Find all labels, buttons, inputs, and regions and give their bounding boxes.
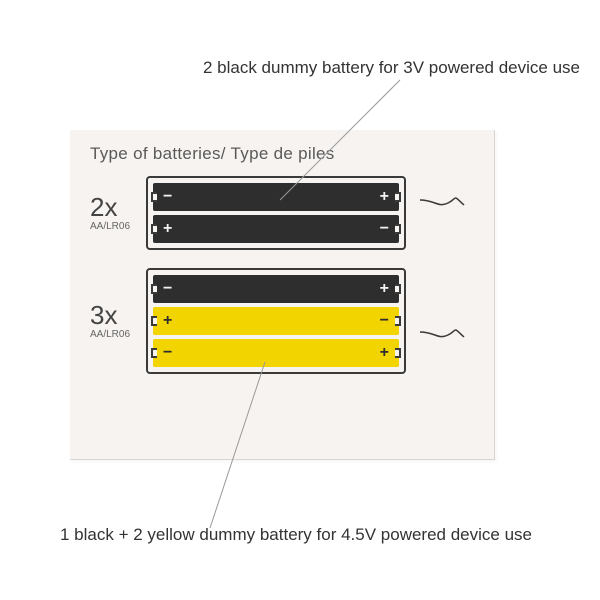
instruction-paper: Type of batteries/ Type de piles 2x AA/L… [70,130,495,460]
terminal-minus: − [163,188,172,206]
terminal-plus: + [163,220,172,238]
battery-2x-1: − + [153,183,399,211]
count-big-3x: 3x [90,302,146,328]
battery-holder-3x: − + + − − + [146,268,406,374]
terminal-minus: − [163,280,172,298]
caption-top: 2 black dummy battery for 3V powered dev… [170,58,580,78]
count-small-2x: AA/LR06 [90,222,146,232]
caption-bottom: 1 black + 2 yellow dummy battery for 4.5… [60,525,532,545]
terminal-plus: + [380,188,389,206]
contact-icon [151,348,157,358]
battery-2x-2: + − [153,215,399,243]
config-2x: 2x AA/LR06 − + + − [90,176,474,250]
contact-icon [395,224,401,234]
contact-icon [151,284,157,294]
count-label-2x: 2x AA/LR06 [90,194,146,232]
count-small-3x: AA/LR06 [90,330,146,340]
battery-3x-2: + − [153,307,399,335]
terminal-minus: − [380,220,389,238]
terminal-plus: + [380,344,389,362]
contact-icon [395,192,401,202]
count-big-2x: 2x [90,194,146,220]
battery-3x-3: − + [153,339,399,367]
battery-3x-1: − + [153,275,399,303]
contact-icon [151,224,157,234]
count-label-3x: 3x AA/LR06 [90,302,146,340]
contact-icon [395,284,401,294]
contact-icon [395,348,401,358]
contact-icon [151,192,157,202]
contact-icon [395,316,401,326]
terminal-minus: − [380,312,389,330]
terminal-minus: − [163,344,172,362]
config-3x: 3x AA/LR06 − + + − − + [90,268,474,374]
paper-title: Type of batteries/ Type de piles [90,144,474,164]
terminal-plus: + [163,312,172,330]
terminal-plus: + [380,280,389,298]
contact-icon [151,316,157,326]
battery-holder-2x: − + + − [146,176,406,250]
